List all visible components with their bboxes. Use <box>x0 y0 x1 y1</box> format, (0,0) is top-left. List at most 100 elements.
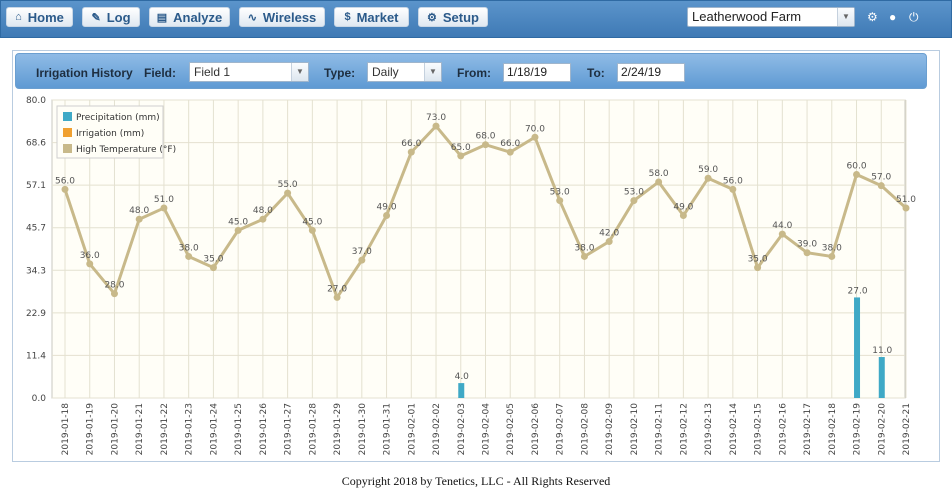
legend-label: Precipitation (mm) <box>76 113 160 123</box>
x-tick-label: 2019-02-06 <box>531 403 541 456</box>
x-tick-label: 2019-01-31 <box>383 403 393 455</box>
temperature-point <box>209 264 217 272</box>
temperature-point <box>556 197 564 205</box>
user-icon[interactable]: ● <box>889 10 897 24</box>
temperature-point <box>110 290 118 298</box>
log-label: Log <box>106 9 131 25</box>
legend-box <box>56 105 164 159</box>
from-date-input[interactable]: 1/18/19 <box>503 63 571 82</box>
bar-data-label: 4.0 <box>455 372 470 382</box>
temperature-point <box>828 252 836 260</box>
temperature-point <box>333 293 341 301</box>
chevron-down-icon[interactable]: ▼ <box>424 63 441 81</box>
temperature-data-label: 45.0 <box>302 217 322 227</box>
temperature-data-label: 49.0 <box>673 202 693 212</box>
field-select[interactable]: Field 1 ▼ <box>189 62 309 82</box>
temperature-point <box>61 185 69 193</box>
copyright-footer: Copyright 2018 by Tenetics, LLC - All Ri… <box>341 474 611 488</box>
field-label: Field: <box>144 66 176 80</box>
temperature-data-label: 39.0 <box>797 240 817 250</box>
x-tick-label: 2019-01-22 <box>160 403 170 455</box>
type-select[interactable]: Daily ▼ <box>367 62 442 82</box>
temperature-data-label: 48.0 <box>129 206 149 216</box>
x-tick-label: 2019-01-18 <box>61 403 71 456</box>
plot-area <box>51 99 906 399</box>
temperature-data-label: 35.0 <box>203 255 223 265</box>
x-tick-label: 2019-02-09 <box>605 403 615 456</box>
x-axis-ticks: 2019-01-18 2019-01-19 2019-01-20 2019-01-21… <box>61 403 912 456</box>
x-tick-label: 2019-02-11 <box>655 403 665 455</box>
temperature-point <box>853 171 861 178</box>
type-label: Type: <box>324 66 356 80</box>
x-tick-label: 2019-01-23 <box>185 403 195 455</box>
field-select-value: Field 1 <box>194 65 231 79</box>
settings-icon[interactable]: ⚙ <box>867 10 878 24</box>
temperature-data-label: 38.0 <box>179 243 199 253</box>
to-label: To: <box>587 66 605 80</box>
precipitation-bar <box>878 357 885 398</box>
temperature-data-label: 42.0 <box>599 229 619 239</box>
temperature-data-label: 27.0 <box>327 284 347 294</box>
x-tick-label: 2019-02-07 <box>556 403 566 455</box>
temperature-point <box>605 238 613 246</box>
power-icon[interactable]: ⏻ <box>909 10 919 24</box>
type-select-value: Daily <box>372 65 399 79</box>
temperature-point <box>531 133 539 141</box>
temperature-data-label: 56.0 <box>723 176 743 186</box>
temperature-data-label: 36.0 <box>80 251 100 261</box>
home-icon: ⌂ <box>15 11 22 23</box>
temperature-data-label: 58.0 <box>649 169 669 179</box>
farm-select[interactable]: Leatherwood Farm ▼ <box>687 7 855 27</box>
chevron-down-icon[interactable]: ▼ <box>837 8 854 26</box>
home-button[interactable]: ⌂ Home <box>6 7 73 27</box>
x-tick-label: 2019-02-05 <box>506 403 516 455</box>
temperature-point <box>407 148 415 156</box>
legend-label: High Temperature (°F) <box>76 145 176 155</box>
temperature-point <box>729 185 737 193</box>
bar-chart-icon: ▤ <box>156 11 168 24</box>
x-tick-label: 2019-02-04 <box>482 403 492 456</box>
to-date-value: 2/24/19 <box>621 65 662 79</box>
line-series: 56.0 36.0 28.0 48.0 51.0 38.0 35.0 45.0 48.0 55.0… <box>55 113 916 301</box>
y-tick-label: 22.9 <box>26 309 46 319</box>
temperature-point <box>482 141 489 149</box>
y-tick-label: 80.0 <box>26 96 46 106</box>
precipitation-bar <box>458 383 465 398</box>
to-date-input[interactable]: 2/24/19 <box>617 63 685 82</box>
temperature-point <box>630 197 638 205</box>
rss-icon: ∿ <box>247 11 257 24</box>
log-button[interactable]: ✎ Log <box>82 7 140 27</box>
temperature-data-label: 35.0 <box>748 255 768 265</box>
temperature-data-label: 37.0 <box>352 247 372 257</box>
y-tick-label: 0.0 <box>32 394 47 404</box>
temperature-point <box>284 189 292 197</box>
x-tick-label: 2019-01-30 <box>358 403 368 456</box>
x-tick-label: 2019-02-15 <box>754 403 764 455</box>
temperature-data-label: 60.0 <box>847 162 867 172</box>
temperature-data-label: 68.0 <box>475 132 495 142</box>
temperature-data-label: 38.0 <box>574 243 594 253</box>
temperature-data-label: 53.0 <box>550 188 570 198</box>
wireless-button[interactable]: ∿ Wireless <box>239 7 325 27</box>
temperature-point <box>754 264 762 272</box>
temperature-point <box>506 148 514 156</box>
temperature-point <box>383 211 391 219</box>
gear-icon: ⚙ <box>427 11 437 24</box>
market-button[interactable]: $ Market <box>334 7 409 27</box>
precipitation-bar <box>854 297 861 398</box>
dollar-icon: $ <box>344 11 351 23</box>
setup-label: Setup <box>442 9 479 25</box>
market-label: Market <box>356 9 399 25</box>
x-tick-label: 2019-02-13 <box>704 403 714 455</box>
analyze-button[interactable]: ▤ Analyze <box>149 7 230 27</box>
setup-button[interactable]: ⚙ Setup <box>418 7 488 27</box>
chevron-down-icon[interactable]: ▼ <box>291 63 308 81</box>
y-tick-label: 11.4 <box>26 351 46 361</box>
temperature-point <box>902 204 910 212</box>
bar-data-label: 11.0 <box>872 346 892 356</box>
grid-lines <box>52 99 907 399</box>
temperature-point <box>432 122 440 130</box>
y-tick-label: 45.7 <box>26 224 46 234</box>
legend-swatch <box>63 112 72 121</box>
